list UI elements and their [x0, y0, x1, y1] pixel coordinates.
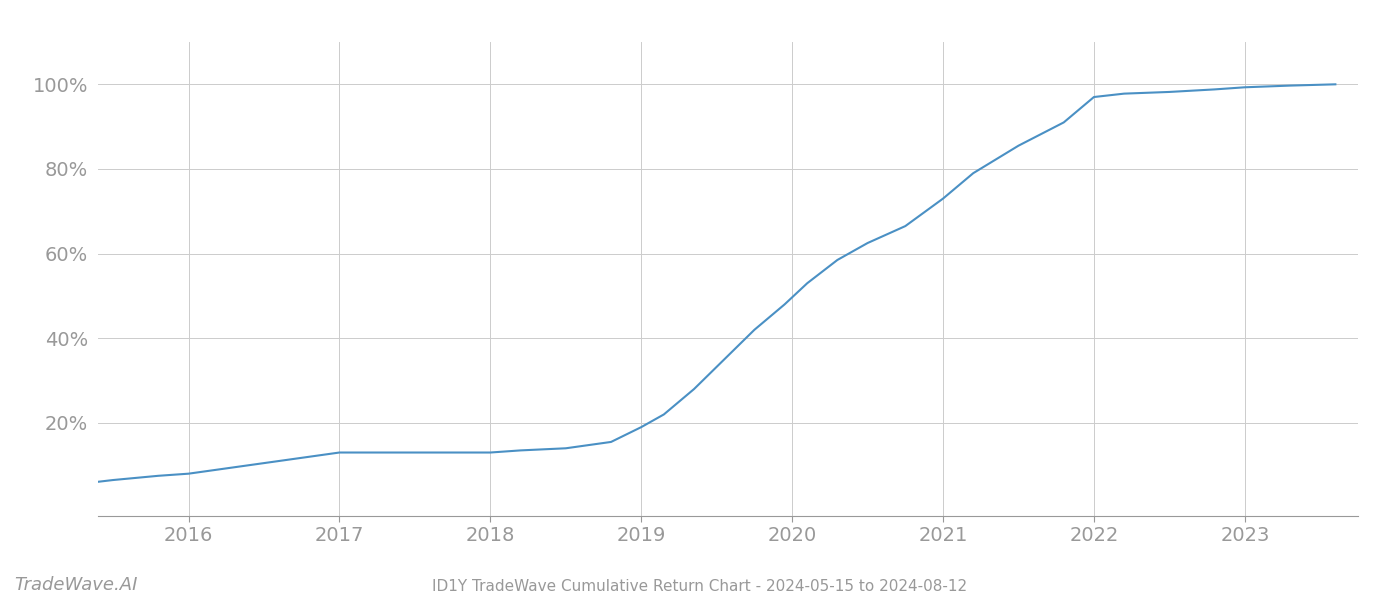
Text: ID1Y TradeWave Cumulative Return Chart - 2024-05-15 to 2024-08-12: ID1Y TradeWave Cumulative Return Chart -… — [433, 579, 967, 594]
Text: TradeWave.AI: TradeWave.AI — [14, 576, 137, 594]
